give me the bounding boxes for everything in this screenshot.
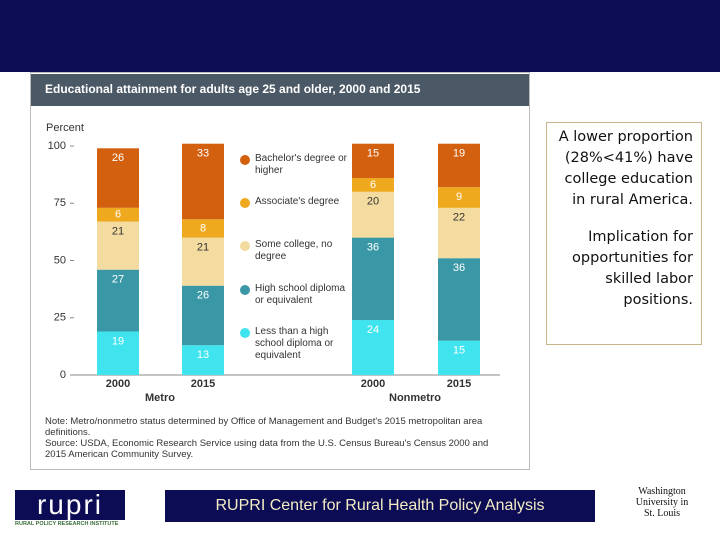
value-label: 26 bbox=[197, 290, 209, 302]
y-tick-label: 0 bbox=[60, 369, 66, 381]
bar-segment bbox=[182, 345, 224, 375]
bar-segment bbox=[182, 285, 224, 346]
bar-segment bbox=[352, 320, 394, 375]
value-label: 8 bbox=[200, 222, 206, 234]
legend-swatch bbox=[240, 328, 250, 338]
bar-segment bbox=[352, 237, 394, 321]
legend-swatch bbox=[240, 198, 250, 208]
legend-label: Bachelor's degree or higher bbox=[255, 153, 347, 176]
logo-right: Washington University in St. Louis bbox=[635, 486, 689, 519]
group-label: Nonmetro bbox=[389, 392, 441, 404]
chart-title-band bbox=[31, 74, 529, 106]
bar-segment bbox=[97, 207, 139, 222]
value-label: 19 bbox=[112, 335, 124, 347]
legend-label: Some college, no degree bbox=[255, 239, 333, 262]
logo-left: rupri bbox=[15, 490, 125, 520]
bar-segment bbox=[182, 143, 224, 220]
note: Note: Metro/nonmetro status determined b… bbox=[45, 416, 483, 438]
callout-text: Implication for opportunities for skille… bbox=[572, 229, 693, 308]
value-label: 36 bbox=[367, 242, 379, 254]
bar-segment bbox=[438, 258, 480, 341]
bar-segment bbox=[352, 191, 394, 238]
y-tick-label: 50 bbox=[54, 254, 66, 266]
value-label: 21 bbox=[112, 225, 124, 237]
legend-swatch bbox=[240, 241, 250, 251]
value-label: 21 bbox=[197, 242, 209, 254]
bar-segment bbox=[97, 148, 139, 208]
y-tick-label: 25 bbox=[54, 312, 66, 324]
bar-segment bbox=[97, 269, 139, 332]
legend-label: Less than a high school diploma or equiv… bbox=[255, 326, 334, 361]
footer: RUPRI Center for Rural Health Policy Ana… bbox=[165, 490, 595, 522]
x-tick-label: 2015 bbox=[447, 378, 471, 390]
legend-label: Associate's degree bbox=[255, 196, 340, 207]
bar-segment bbox=[438, 207, 480, 259]
group-label: Metro bbox=[145, 392, 175, 404]
legend-label: High school diploma or equivalent bbox=[255, 283, 346, 306]
x-tick-label: 2000 bbox=[106, 378, 130, 390]
y-tick-label: 75 bbox=[54, 197, 66, 209]
value-label: 22 bbox=[453, 212, 465, 224]
callout: A lower proportion (28%<41%) have colleg… bbox=[546, 122, 702, 345]
value-label: 15 bbox=[453, 345, 465, 357]
value-label: 15 bbox=[367, 148, 379, 160]
value-label: 33 bbox=[197, 148, 209, 160]
legend-swatch bbox=[240, 285, 250, 295]
bar-segment bbox=[352, 143, 394, 179]
header-band bbox=[0, 0, 720, 72]
bar-segment bbox=[352, 178, 394, 192]
value-label: 9 bbox=[456, 191, 462, 203]
value-label: 27 bbox=[112, 274, 124, 286]
value-label: 24 bbox=[367, 324, 379, 336]
value-label: 6 bbox=[370, 179, 376, 191]
notes: Note: Metro/nonmetro status determined b… bbox=[45, 416, 495, 460]
bar-segment bbox=[438, 187, 480, 208]
x-tick-label: 2000 bbox=[361, 378, 385, 390]
bar-segment bbox=[97, 221, 139, 270]
callout-text: A lower proportion (28%<41%) have colleg… bbox=[558, 129, 693, 208]
source: Source: USDA, Economic Research Service … bbox=[45, 438, 489, 460]
x-tick-label: 2015 bbox=[191, 378, 215, 390]
bar-segment bbox=[182, 219, 224, 238]
value-label: 20 bbox=[367, 196, 379, 208]
logo-left-sub: RURAL POLICY RESEARCH INSTITUTE bbox=[15, 521, 119, 527]
bar-segment bbox=[182, 237, 224, 286]
y-tick-label: 100 bbox=[48, 140, 66, 152]
value-label: 36 bbox=[453, 262, 465, 274]
bar-segment bbox=[438, 340, 480, 375]
value-label: 19 bbox=[453, 148, 465, 160]
value-label: 26 bbox=[112, 152, 124, 164]
y-axis-label: Percent bbox=[46, 122, 84, 134]
bar-segment bbox=[97, 331, 139, 375]
bar-segment bbox=[438, 143, 480, 188]
chart-title: Educational attainment for adults age 25… bbox=[45, 82, 421, 96]
legend-swatch bbox=[240, 155, 250, 165]
value-label: 13 bbox=[197, 349, 209, 361]
value-label: 6 bbox=[115, 209, 121, 221]
